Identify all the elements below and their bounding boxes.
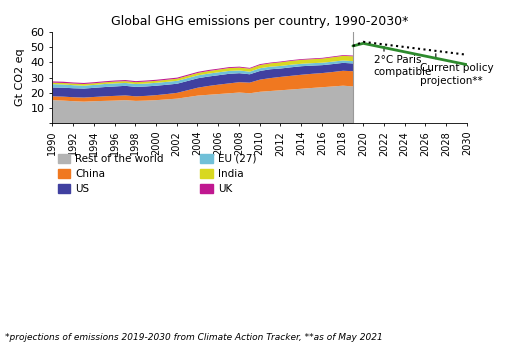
Text: Current policy
projection**: Current policy projection**: [420, 63, 494, 86]
Title: Global GHG emissions per country, 1990-2030*: Global GHG emissions per country, 1990-2…: [111, 15, 408, 28]
Y-axis label: Gt CO2 eq: Gt CO2 eq: [15, 49, 25, 106]
Legend: Rest of the world, China, US, EU (27), India, UK: Rest of the world, China, US, EU (27), I…: [58, 154, 257, 194]
Text: 2°C Paris
compatible: 2°C Paris compatible: [374, 55, 432, 77]
Text: *projections of emissions 2019-2030 from Climate Action Tracker, **as of May 202: *projections of emissions 2019-2030 from…: [5, 333, 383, 342]
